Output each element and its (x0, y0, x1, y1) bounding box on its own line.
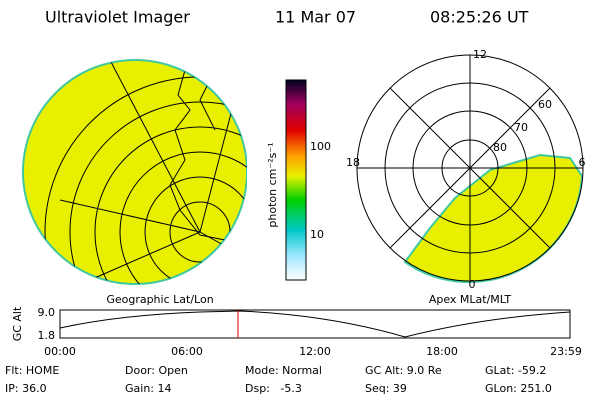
time-tick: 23:59 (550, 345, 582, 358)
time-tick: 12:00 (299, 345, 331, 358)
alt-tick: 9.0 (38, 306, 56, 319)
lat-label: 70 (514, 121, 528, 134)
time: 08:25:26 UT (430, 8, 529, 27)
status-panel: Flt: HOME Door: Open Mode: Normal GC Alt: 9… (5, 364, 552, 395)
title: Ultraviolet Imager (45, 8, 190, 27)
mlt-label: 6 (579, 156, 586, 169)
color-bar (285, 79, 307, 281)
time-tick: 18:00 (426, 345, 458, 358)
alt-label: GC Alt (11, 306, 24, 341)
mlt-label: 12 (473, 48, 487, 61)
polar-plot (356, 54, 584, 283)
time-tick: 06:00 (171, 345, 203, 358)
color-bar-label: photon cm⁻²s⁻¹ (266, 142, 279, 227)
date: 11 Mar 07 (275, 8, 356, 27)
color-bar-tick: 10 (310, 228, 324, 241)
status-field: IP: 36.0 (5, 382, 47, 395)
alt-tick: 1.8 (38, 329, 56, 342)
status-field: GLat: -59.2 (485, 364, 546, 377)
status-field: GLon: 251.0 (485, 382, 552, 395)
color-bar-tick: 100 (310, 140, 331, 153)
lat-label: 60 (538, 98, 552, 111)
status-field: Door: Open (125, 364, 188, 377)
altitude-plot (59, 309, 571, 339)
status-field: Seq: 39 (365, 382, 407, 395)
mlt-label: 0 (469, 278, 476, 291)
status-field: Mode: Normal (245, 364, 322, 377)
status-field: Flt: HOME (5, 364, 59, 377)
time-tick: 00:00 (44, 345, 76, 358)
status-field: GC Alt: 9.0 Re (365, 364, 442, 377)
polar-panel-label: Apex MLat/MLT (429, 293, 512, 306)
lat-label: 80 (493, 141, 507, 154)
left-panel-label: Geographic Lat/Lon (106, 293, 213, 306)
earth-image (22, 59, 247, 285)
status-field: Dsp: -5.3 (245, 382, 302, 395)
mlt-label: 18 (346, 156, 360, 169)
status-field: Gain: 14 (125, 382, 172, 395)
